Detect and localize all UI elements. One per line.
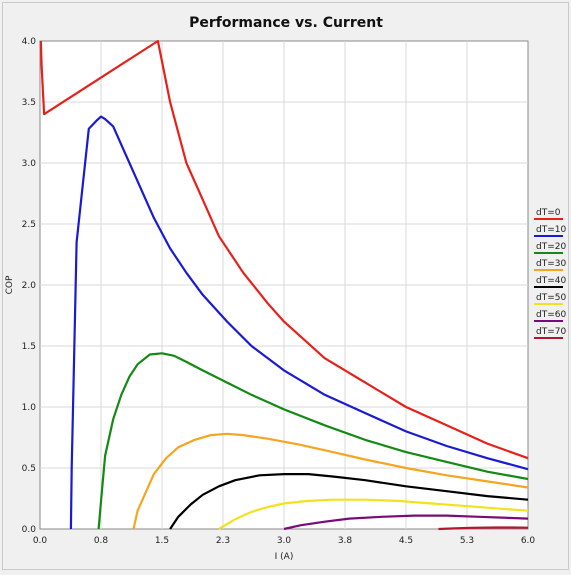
- performance-chart: Performance vs. Current 0.0 0.8 1.5 2.3 3.0 3…: [5, 15, 566, 562]
- legend-label: dT=30: [536, 259, 566, 269]
- y-tick-label: 3.0: [22, 159, 37, 169]
- legend-label: dT=40: [536, 276, 566, 286]
- x-tick-label: 3.0: [277, 536, 292, 546]
- series-line-dt50: [218, 498, 529, 530]
- legend: dT=0 dT=10 dT=20 dT=30 dT=40 dT=50 dT=60 dT=70: [534, 208, 566, 339]
- y-tick-label: 2.5: [22, 220, 36, 230]
- x-tick-label: 0.0: [33, 536, 48, 546]
- legend-label: dT=70: [536, 327, 566, 337]
- legend-label: dT=20: [536, 242, 566, 252]
- x-tick-label: 0.8: [94, 536, 109, 546]
- x-tick-label: 5.3: [460, 536, 474, 546]
- legend-label: dT=0: [536, 208, 561, 218]
- chart-title: Performance vs. Current: [189, 15, 383, 31]
- series-line-dt0: [39, 39, 529, 460]
- series-lines: [39, 39, 529, 531]
- legend-label: dT=60: [536, 310, 566, 320]
- x-tick-label: 2.3: [216, 536, 230, 546]
- series-line-dt70: [438, 526, 529, 531]
- y-tick-label: 0.0: [22, 525, 37, 535]
- series-line-dt20: [97, 352, 529, 530]
- y-tick-label: 2.0: [22, 281, 37, 291]
- x-tick-label: 4.5: [399, 536, 413, 546]
- tick-labels: 0.0 0.8 1.5 2.3 3.0 3.8 4.5 5.3 6.0 0.0 0.5 1.0 1.5 2…: [22, 37, 536, 546]
- series-line-dt10: [69, 115, 529, 530]
- series-line-dt60: [283, 514, 529, 531]
- grid-lines: [40, 41, 528, 529]
- legend-label: dT=50: [536, 293, 566, 303]
- y-tick-label: 3.5: [22, 98, 36, 108]
- y-axis-label: COP: [5, 275, 15, 294]
- x-axis-label: I (A): [275, 552, 294, 562]
- y-tick-label: 4.0: [22, 37, 37, 47]
- x-tick-label: 3.8: [338, 536, 353, 546]
- y-tick-label: 1.0: [22, 403, 37, 413]
- y-tick-label: 1.5: [22, 342, 36, 352]
- y-tick-label: 0.5: [22, 464, 36, 474]
- x-tick-label: 6.0: [521, 536, 536, 546]
- legend-label: dT=10: [536, 225, 566, 235]
- series-line-dt40: [169, 473, 529, 530]
- series-line-dt30: [132, 432, 529, 530]
- x-tick-label: 1.5: [155, 536, 169, 546]
